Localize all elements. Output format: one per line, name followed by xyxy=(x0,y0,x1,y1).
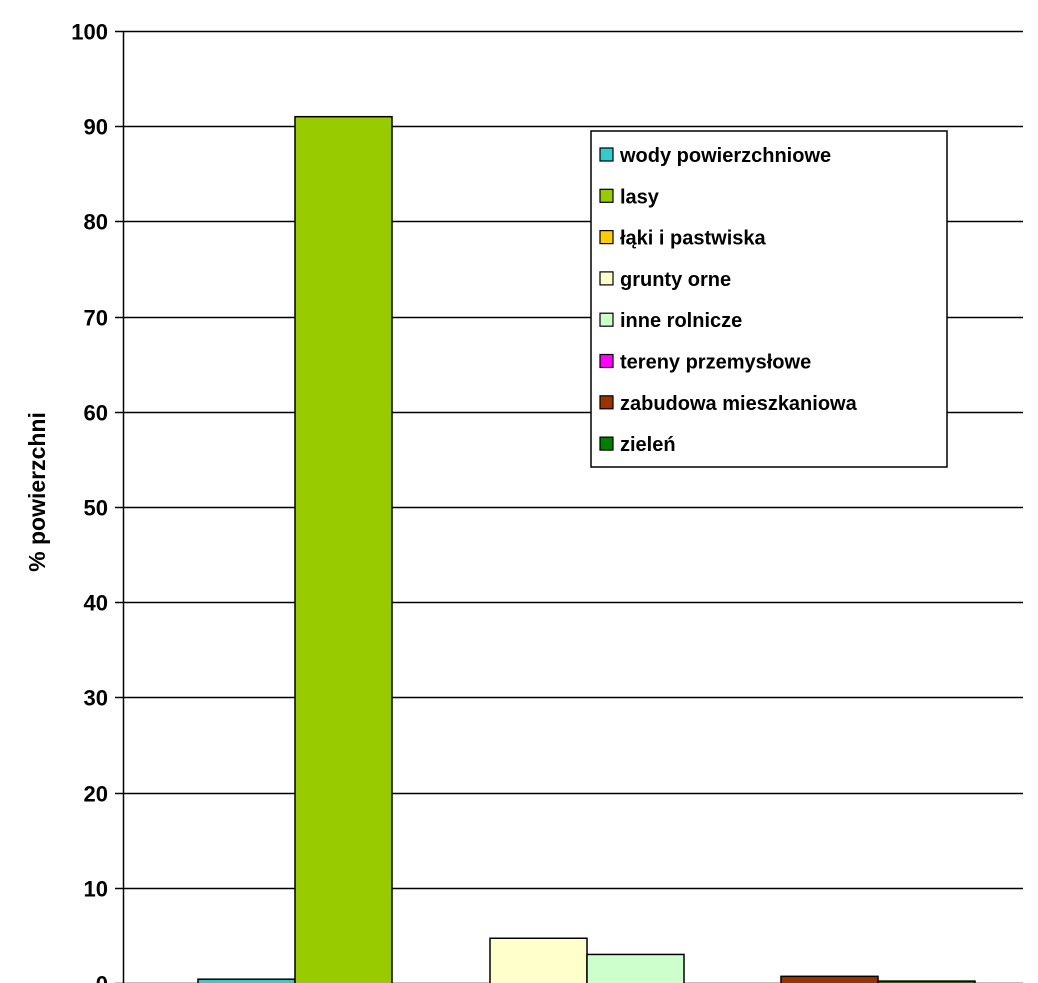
y-tick-label: 90 xyxy=(84,115,108,140)
y-tick-label: 50 xyxy=(84,496,108,521)
y-tick-label: 20 xyxy=(84,782,108,807)
y-tick-label: 70 xyxy=(84,306,108,331)
legend-label: grunty orne xyxy=(620,269,731,291)
legend-label: tereny przemysłowe xyxy=(620,352,811,374)
legend-label: lasy xyxy=(620,186,660,208)
legend-swatch xyxy=(599,147,614,162)
legend-box xyxy=(590,130,948,468)
legend-label: łąki i pastwiska xyxy=(620,228,767,250)
legend-label: zabudowa mieszkaniowa xyxy=(620,393,858,415)
bar-lasy xyxy=(294,115,393,983)
legend-swatch xyxy=(599,353,614,369)
y-tick-label: 10 xyxy=(84,877,108,902)
gridlines xyxy=(123,30,1023,983)
y-tick-label: 60 xyxy=(84,401,108,426)
bar-zieleń xyxy=(877,980,976,983)
legend-label: wody powierzchniowe xyxy=(619,145,831,167)
legend-swatch xyxy=(599,436,614,451)
y-tick-labels: 0 10 20 30 40 50 60 70 80 90 100 xyxy=(71,20,108,983)
y-tick-label: 40 xyxy=(84,591,108,616)
bars xyxy=(197,115,976,983)
y-tick-label: 0 xyxy=(96,972,108,983)
legend-swatch xyxy=(599,230,614,245)
bar-wody-powierzchniowe xyxy=(197,978,296,983)
bar-grunty-orne xyxy=(489,937,588,983)
bar-zabudowa-mieszkaniowa xyxy=(780,975,879,983)
y-axis xyxy=(115,30,125,983)
y-tick-label: 80 xyxy=(84,210,108,235)
legend-swatch xyxy=(599,188,614,203)
legend-label: inne rolnicze xyxy=(620,310,742,332)
y-tick-label: 100 xyxy=(71,20,108,45)
legend-swatch xyxy=(599,312,614,327)
y-tick-label: 30 xyxy=(84,686,108,711)
legend-swatch xyxy=(599,271,614,286)
legend: wody powierzchniowe lasy łąki i pastwiska g… xyxy=(590,130,948,468)
legend-label: zieleń xyxy=(620,434,676,456)
legend-swatch xyxy=(599,395,614,410)
bar-inne-rolnicze xyxy=(586,953,685,983)
y-axis-title: % powierzchni xyxy=(24,412,50,572)
